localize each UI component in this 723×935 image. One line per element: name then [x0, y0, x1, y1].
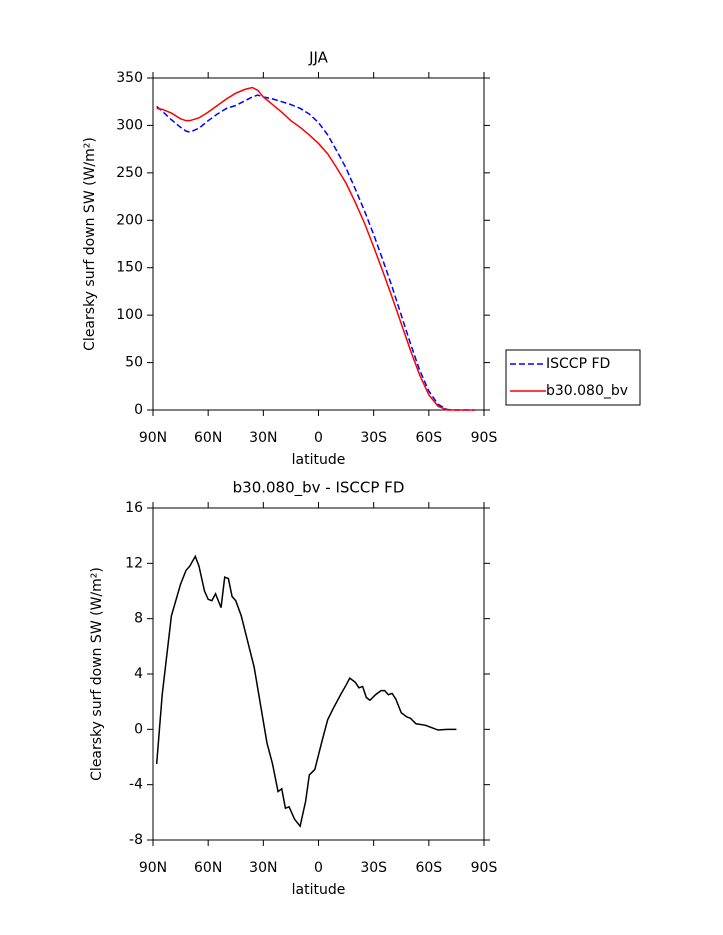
series-line — [156, 86, 475, 411]
y-tick-label: 0 — [134, 402, 143, 418]
chart-title: b30.080_bv - ISCCP FD — [233, 479, 405, 498]
x-tick-label: 90N — [139, 430, 167, 446]
x-axis-label: latitude — [292, 882, 346, 898]
x-tick-label: 90N — [139, 860, 167, 876]
y-tick-label: 350 — [116, 70, 143, 86]
x-tick-label: 0 — [314, 430, 323, 446]
x-tick-label: 0 — [314, 860, 323, 876]
y-axis-label: Clearsky surf down SW (W/m²) — [82, 137, 98, 351]
legend-label: b30.080_bv — [546, 383, 628, 399]
plot-frame — [152, 507, 485, 841]
y-tick-label: 200 — [116, 212, 143, 228]
y-tick-label: 0 — [134, 721, 143, 737]
y-tick-label: 150 — [116, 260, 143, 276]
y-tick-label: 8 — [134, 611, 143, 627]
y-axis-label: Clearsky surf down SW (W/m²) — [89, 567, 105, 781]
x-tick-label: 30N — [249, 860, 277, 876]
x-tick-label: 30S — [360, 860, 387, 876]
y-tick-label: 50 — [125, 355, 143, 371]
y-tick-label: 4 — [134, 666, 143, 682]
y-tick-label: 300 — [116, 117, 143, 133]
x-tick-label: 30N — [249, 430, 277, 446]
x-tick-label: 90S — [471, 860, 498, 876]
series-line — [156, 94, 475, 411]
y-tick-label: -8 — [129, 832, 143, 848]
data-line — [155, 554, 457, 828]
x-tick-label: 30S — [360, 430, 387, 446]
y-tick-label: 100 — [116, 307, 143, 323]
x-tick-label: 90S — [471, 430, 498, 446]
x-tick-label: 60S — [415, 860, 442, 876]
y-tick-label: -4 — [129, 777, 143, 793]
x-tick-label: 60N — [194, 430, 222, 446]
y-tick-label: 250 — [116, 165, 143, 181]
y-tick-label: 16 — [125, 500, 143, 516]
legend-box — [505, 349, 641, 406]
y-tick-label: 12 — [125, 555, 143, 571]
chart-title: JJA — [308, 49, 329, 67]
plot-frame — [152, 77, 485, 411]
x-tick-label: 60S — [415, 430, 442, 446]
x-tick-label: 60N — [194, 860, 222, 876]
x-axis-label: latitude — [292, 452, 346, 468]
legend-label: ISCCP FD — [546, 356, 610, 372]
